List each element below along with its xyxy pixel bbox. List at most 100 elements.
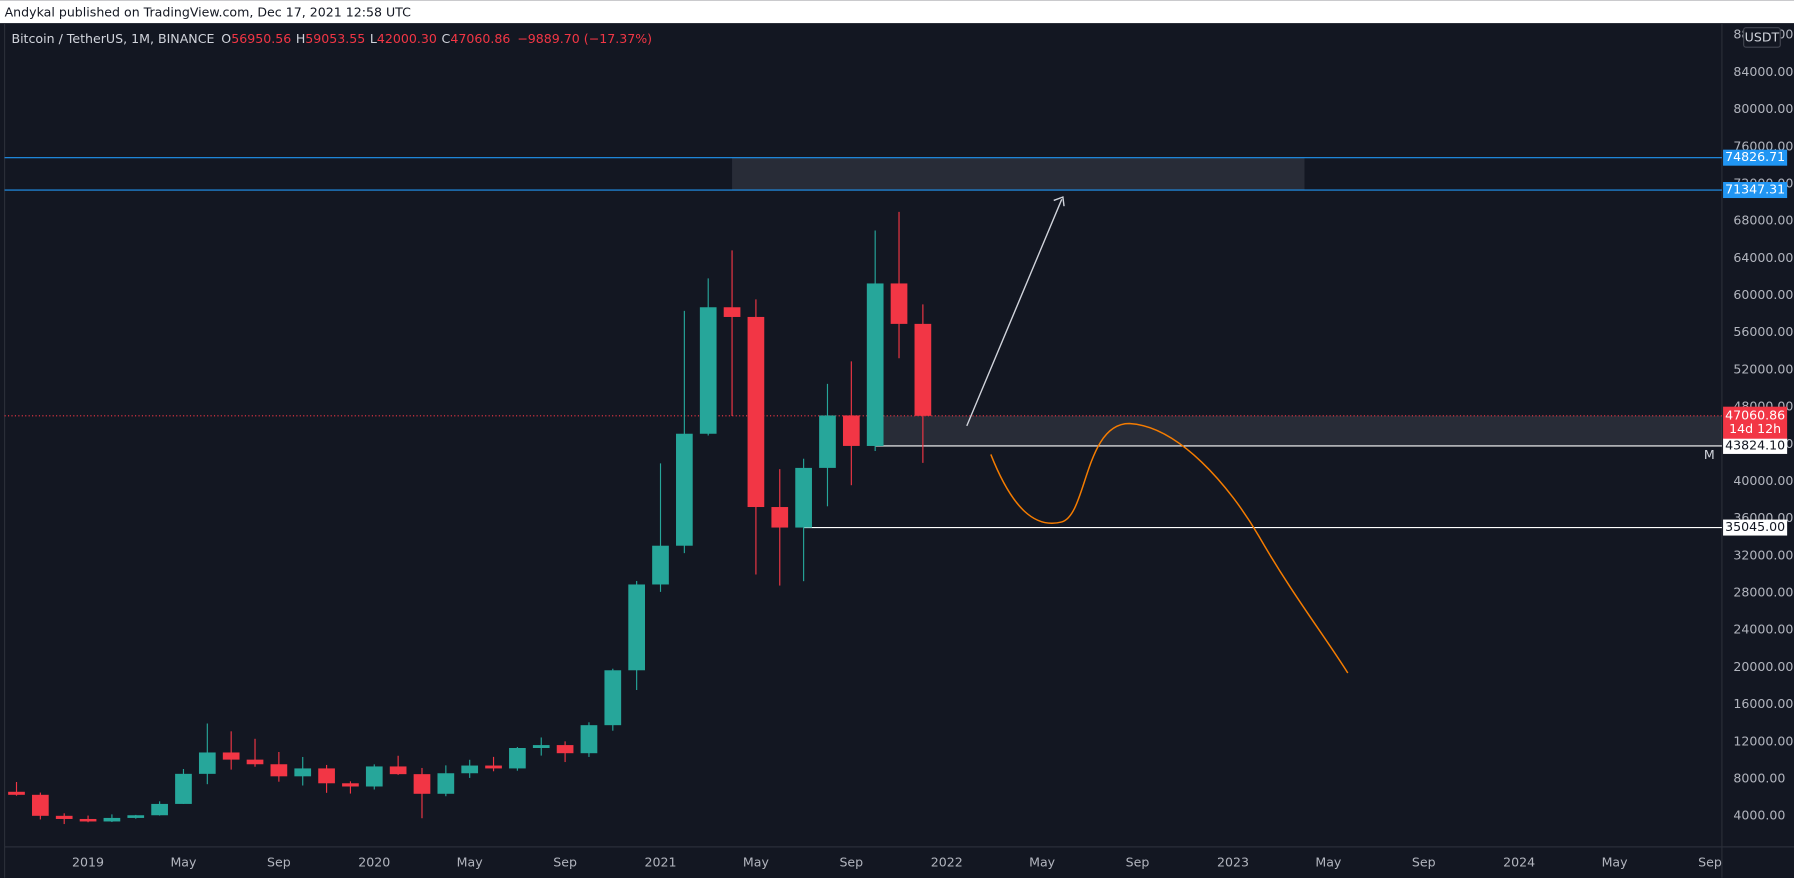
last-price-box <box>1723 406 1788 439</box>
currency-box[interactable] <box>1743 27 1781 48</box>
legend-key: H <box>296 31 305 46</box>
candle-body <box>914 323 932 416</box>
projection-curve <box>990 422 1349 674</box>
symbol-legend: Bitcoin / TetherUS, 1M, BINANCE O56950.56… <box>11 31 652 46</box>
y-tick-label: 20000.00 <box>1733 659 1793 674</box>
x-tick-label: Sep <box>839 854 863 869</box>
candle-body <box>604 670 622 726</box>
currency-label[interactable]: USDT <box>1745 29 1780 44</box>
candle-body <box>580 725 598 754</box>
x-tick-label: 2019 <box>72 854 104 869</box>
level-label: 43824.10 <box>1725 437 1785 452</box>
axes: 4000.00 8000.00 12000.00 16000.00 20000.00 24… <box>72 27 1793 870</box>
level-box <box>1723 519 1788 536</box>
x-tick-label: Sep <box>553 854 577 869</box>
candle-body <box>294 768 312 777</box>
x-tick-label: Sep <box>1412 854 1436 869</box>
candle-body <box>413 774 431 794</box>
y-tick-label: 32000.00 <box>1733 547 1793 562</box>
y-tick-label: 76000.00 <box>1733 138 1793 153</box>
y-tick-label: 68000.00 <box>1733 213 1793 228</box>
candle-body <box>365 766 383 787</box>
last-price-label: 47060.86 <box>1725 407 1785 422</box>
y-tick-label: 64000.00 <box>1733 250 1793 265</box>
legend-value: 59053.55 <box>305 31 365 46</box>
x-tick-label: May <box>743 854 770 869</box>
level-label: 74826.71 <box>1725 149 1785 164</box>
zones <box>732 157 1722 446</box>
y-tick-label: 80000.00 <box>1733 101 1793 116</box>
x-tick-label: 2020 <box>358 854 390 869</box>
candle-body <box>723 307 741 317</box>
level-box <box>1723 149 1788 166</box>
candle-body <box>771 507 789 528</box>
candle-body <box>676 433 693 546</box>
arrow-line <box>966 199 1063 427</box>
legend-value: 47060.86 <box>450 31 510 46</box>
legend-value: 56950.56 <box>231 31 291 46</box>
candle-body <box>437 773 455 794</box>
y-tick-label: 56000.00 <box>1733 324 1793 339</box>
level-label: 71347.31 <box>1725 182 1785 197</box>
candle-body <box>198 752 216 774</box>
candle-body <box>342 783 359 787</box>
published-text: Andykal published on TradingView.com, De… <box>5 4 412 19</box>
y-tick-label: 60000.00 <box>1733 287 1793 302</box>
zone <box>875 415 1722 446</box>
legend-key: C <box>442 31 451 46</box>
legend-key: O <box>221 31 231 46</box>
y-tick-label: 12000.00 <box>1733 733 1793 748</box>
publish-bar <box>0 0 1794 24</box>
x-tick-label: 2024 <box>1503 854 1535 869</box>
candle-body <box>890 283 908 324</box>
y-tick-label: 84000.00 <box>1733 64 1793 79</box>
y-tick-label: 40000.00 <box>1733 473 1793 488</box>
candle-body <box>79 818 97 822</box>
levels <box>4 157 1722 529</box>
level-box <box>1723 437 1788 454</box>
x-tick-label: 2022 <box>931 854 963 869</box>
candle-body <box>389 766 407 775</box>
candle-body <box>819 415 836 468</box>
candle-body <box>175 773 192 804</box>
candle-body <box>699 307 717 434</box>
candle-body <box>270 764 288 777</box>
candle-body <box>532 745 550 749</box>
candle-body <box>866 283 884 446</box>
candle-body <box>32 794 49 816</box>
candle-body <box>151 803 168 816</box>
y-tick-label: 24000.00 <box>1733 622 1793 637</box>
y-tick-label: 4000.00 <box>1733 808 1785 823</box>
candle-body <box>485 765 502 769</box>
candle-body <box>318 768 335 784</box>
candle-body <box>628 584 646 671</box>
countdown-label: 14d 12h <box>1729 421 1781 436</box>
legend-change: −9889.70 (−17.37%) <box>517 31 652 46</box>
x-tick-label: Sep <box>1698 854 1722 869</box>
x-tick-label: May <box>457 854 484 869</box>
candle-body <box>103 817 121 822</box>
x-tick-label: Sep <box>267 854 291 869</box>
y-tick-label: 16000.00 <box>1733 696 1793 711</box>
drawings <box>966 196 1349 674</box>
zone <box>732 157 1305 191</box>
y-tick-label: 8000.00 <box>1733 771 1785 786</box>
candle-body <box>246 759 264 765</box>
candle-body <box>127 815 145 818</box>
legend-value: 42000.30 <box>377 31 437 46</box>
candle-body <box>747 316 765 508</box>
candle-body <box>8 791 25 795</box>
interval-marker: M <box>1704 447 1715 462</box>
candle-body <box>509 748 526 769</box>
y-tick-label: 52000.00 <box>1733 361 1793 376</box>
x-tick-label: May <box>1315 854 1342 869</box>
candle-body <box>222 752 240 760</box>
symbol-title: Bitcoin / TetherUS, 1M, BINANCE <box>11 31 214 46</box>
x-tick-label: 2021 <box>644 854 676 869</box>
candle-body <box>461 765 479 774</box>
x-tick-label: Sep <box>1126 854 1150 869</box>
candle-body <box>842 415 860 446</box>
x-tick-label: May <box>1602 854 1629 869</box>
